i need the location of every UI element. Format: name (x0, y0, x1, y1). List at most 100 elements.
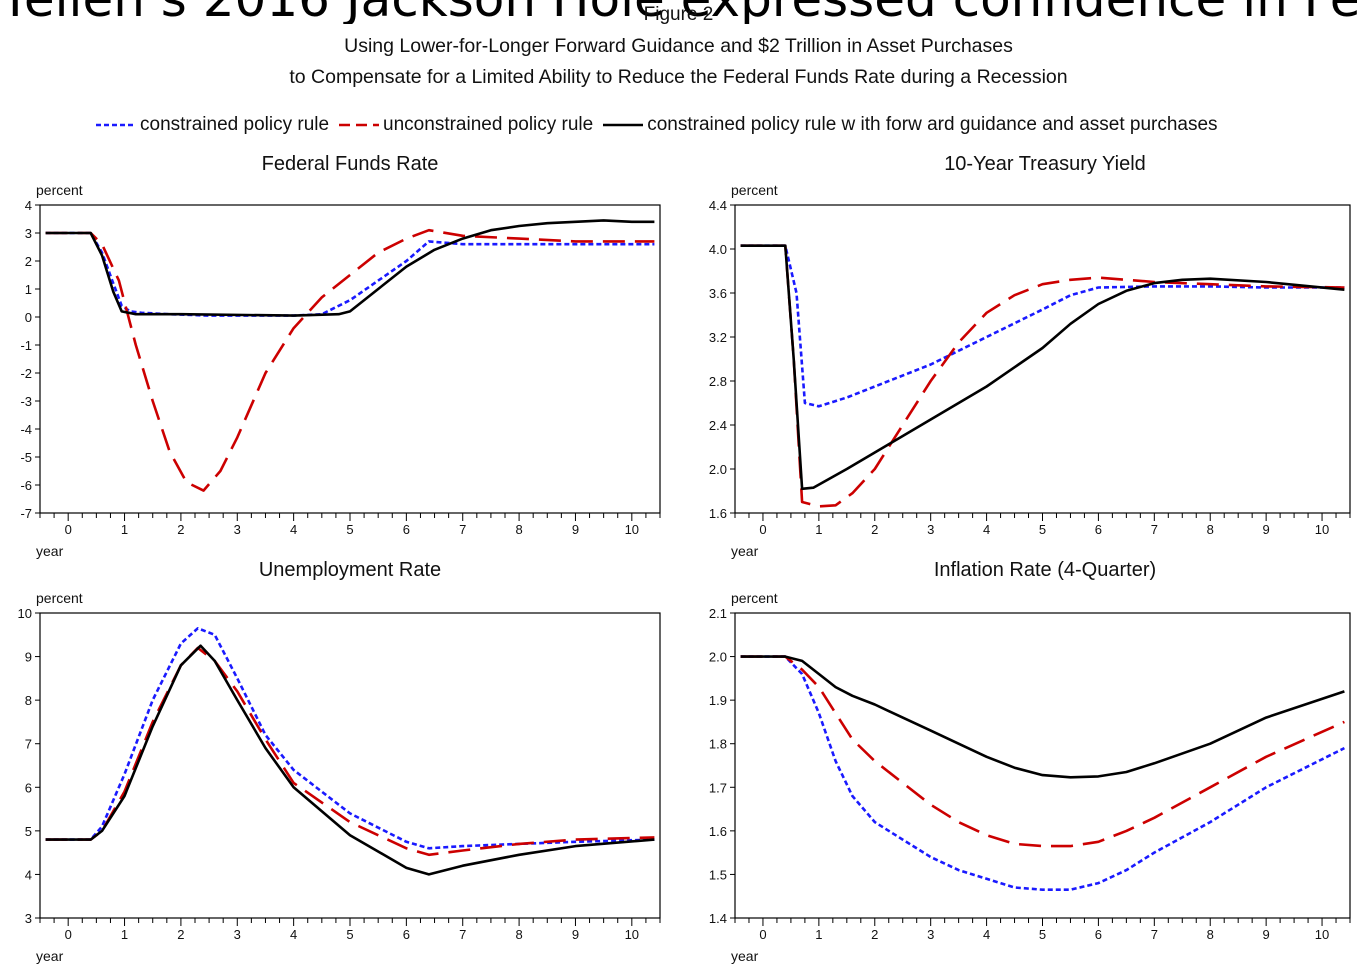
y-tick-label: -2 (20, 366, 32, 381)
x-tick-label: 3 (927, 522, 934, 537)
y-tick-label: 1.5 (709, 867, 727, 882)
series-line-forward-guidance (45, 219, 655, 317)
y-tick-label: 2.8 (709, 374, 727, 389)
legend-label: constrained policy rule w ith forw ard g… (647, 114, 1218, 135)
legend-item-unconstrained: unconstrained policy rule (339, 114, 593, 136)
legend-label: unconstrained policy rule (383, 114, 594, 135)
y-tick-label: 2.0 (709, 650, 727, 665)
legend: constrained policy rule unconstrained po… (96, 112, 1228, 138)
x-tick-label: 3 (234, 522, 241, 537)
y-axis-label: percent (731, 182, 778, 198)
x-tick-label: 4 (290, 522, 297, 537)
plot-frame (734, 204, 1351, 514)
legend-swatch-solid (603, 123, 644, 127)
x-tick-label: 8 (1207, 927, 1214, 942)
chart-title: Inflation Rate (4-Quarter) (934, 559, 1156, 581)
x-tick-label: 7 (1151, 522, 1158, 537)
series-line-constrained (740, 655, 1345, 892)
x-axis-label: year (36, 543, 64, 559)
x-axis-label: year (731, 543, 759, 559)
y-tick-label: -6 (20, 478, 32, 493)
chart-title: 10-Year Treasury Yield (944, 153, 1146, 175)
x-tick-label: 0 (759, 522, 766, 537)
y-tick-label: -3 (20, 394, 32, 409)
plot-frame (39, 612, 661, 919)
y-tick-label: -1 (20, 338, 32, 353)
y-axis-label: percent (731, 590, 778, 606)
y-tick-label: -4 (20, 422, 32, 437)
y-tick-label: 2.4 (709, 418, 727, 433)
x-axis-label: year (731, 948, 759, 964)
y-tick-label: 1.8 (709, 737, 727, 752)
x-tick-label: 5 (346, 522, 353, 537)
y-tick-label: 8 (25, 693, 32, 708)
x-tick-label: 2 (177, 927, 184, 942)
x-tick-label: 1 (815, 927, 822, 942)
legend-label: constrained policy rule (140, 114, 330, 135)
x-tick-label: 2 (871, 927, 878, 942)
x-tick-label: 10 (1315, 522, 1329, 537)
series-line-unconstrained (45, 646, 655, 857)
y-tick-label: -5 (20, 450, 32, 465)
x-tick-label: 5 (1039, 522, 1046, 537)
x-tick-label: 5 (346, 927, 353, 942)
series-line-unconstrained (740, 655, 1345, 848)
x-tick-label: 4 (983, 927, 990, 942)
figure-label: Figure 2 (643, 4, 714, 25)
y-tick-label: 9 (25, 650, 32, 665)
y-tick-label: 7 (25, 737, 32, 752)
x-tick-label: 9 (572, 522, 579, 537)
x-tick-label: 8 (1207, 522, 1214, 537)
x-tick-label: 1 (815, 522, 822, 537)
x-tick-label: 3 (234, 927, 241, 942)
y-tick-label: 3.6 (709, 286, 727, 301)
slide-title: Yellen’s 2016 Jackson Hole expressed con… (0, 0, 1357, 24)
y-tick-label: 4 (25, 198, 32, 213)
x-tick-label: 10 (625, 522, 639, 537)
x-tick-label: 7 (1151, 927, 1158, 942)
series-line-forward-guidance (45, 644, 655, 876)
y-tick-label: 2.1 (709, 606, 727, 621)
legend-item-constrained: constrained policy rule (96, 114, 329, 136)
y-tick-label: 2 (25, 254, 32, 269)
y-tick-label: 1.9 (709, 693, 727, 708)
x-tick-label: 1 (121, 927, 128, 942)
y-tick-label: 10 (18, 606, 32, 621)
x-tick-label: 9 (1263, 927, 1270, 942)
chart-panel-inflation-rate-4-quarter: Inflation Rate (4-Quarter) percent year 2.1… (709, 559, 1351, 964)
chart-panel-federal-funds-rate: Federal Funds Ratepercentyear43210-1-2-3… (20, 153, 661, 559)
y-tick-label: 4.4 (709, 198, 727, 213)
x-tick-label: 4 (290, 927, 297, 942)
y-tick-label: 4 (25, 867, 32, 882)
x-tick-label: 4 (983, 522, 990, 537)
y-tick-label: 1.6 (709, 824, 727, 839)
y-tick-label: -7 (20, 506, 32, 521)
x-tick-label: 0 (65, 927, 72, 942)
x-tick-label: 7 (459, 522, 466, 537)
x-tick-label: 10 (625, 927, 639, 942)
x-tick-label: 8 (515, 522, 522, 537)
legend-swatch-dotted (96, 123, 136, 127)
x-tick-label: 10 (1315, 927, 1329, 942)
series-line-constrained (45, 626, 655, 850)
x-tick-label: 3 (927, 927, 934, 942)
y-tick-label: 3.2 (709, 330, 727, 345)
y-tick-label: 0 (25, 310, 32, 325)
legend-item-forward-guidance: constrained policy rule w ith forw ard g… (603, 114, 1218, 136)
x-tick-label: 6 (403, 927, 410, 942)
series-line-unconstrained (740, 244, 1345, 508)
y-tick-label: 2.0 (709, 462, 727, 477)
x-tick-label: 8 (515, 927, 522, 942)
series-line-constrained (740, 244, 1345, 408)
plot-frame (39, 204, 661, 514)
plot-frame (734, 612, 1351, 919)
series-line-unconstrained (45, 228, 655, 492)
chart-panel-unemployment-rate: Unemployment Rate percent year 10 9 8 7 6 5 4 3 0 1 2… (18, 559, 661, 964)
x-tick-label: 6 (1095, 927, 1102, 942)
x-tick-label: 7 (459, 927, 466, 942)
y-tick-label: 3 (25, 911, 32, 926)
x-tick-label: 5 (1039, 927, 1046, 942)
x-tick-label: 1 (121, 522, 128, 537)
y-axis-label: percent (36, 590, 83, 606)
x-tick-label: 6 (403, 522, 410, 537)
